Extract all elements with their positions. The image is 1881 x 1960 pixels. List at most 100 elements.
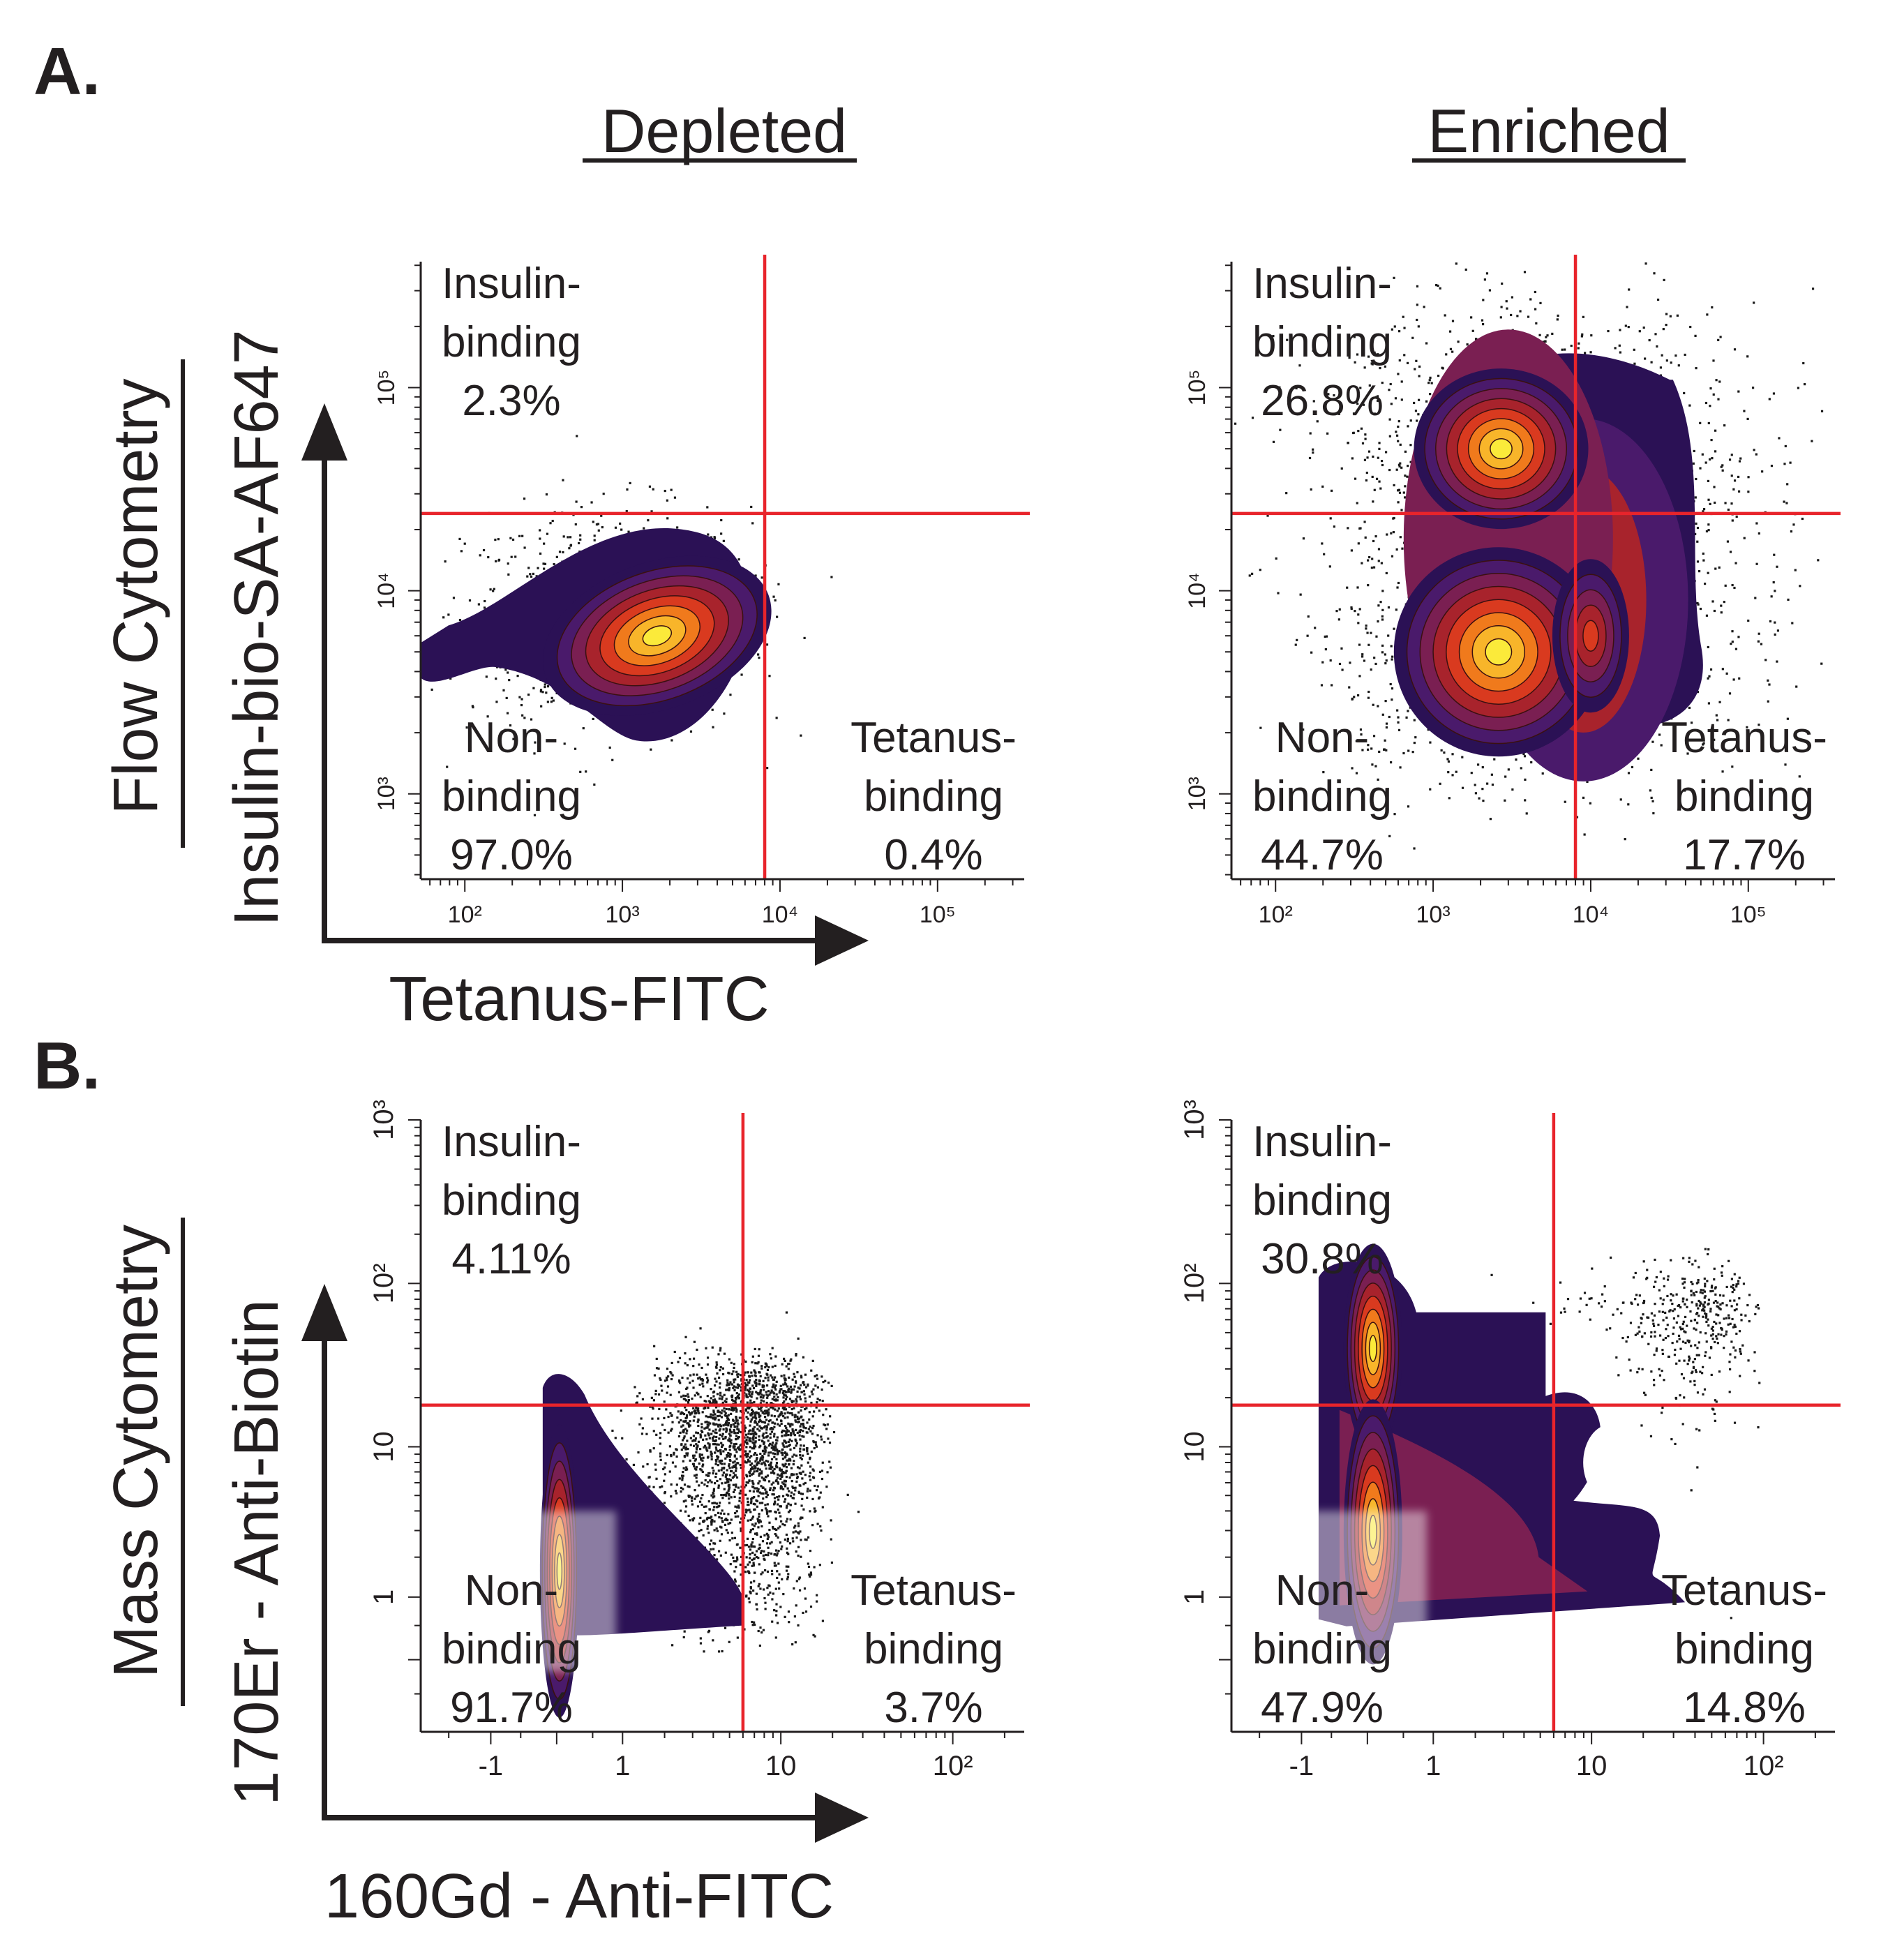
event-dot bbox=[673, 1453, 675, 1456]
event-dot bbox=[625, 510, 628, 513]
event-dot bbox=[1688, 706, 1691, 710]
event-dot bbox=[1702, 742, 1705, 745]
event-dot bbox=[804, 1373, 807, 1376]
event-dot bbox=[506, 712, 509, 715]
event-dot bbox=[1614, 347, 1617, 350]
event-dot bbox=[1474, 792, 1478, 795]
event-dot bbox=[737, 1397, 740, 1400]
event-dot bbox=[533, 752, 536, 755]
event-dot bbox=[714, 1462, 717, 1465]
event-dot bbox=[442, 616, 445, 619]
density-tetanus-level-4 bbox=[1582, 620, 1599, 652]
event-dot bbox=[682, 1437, 685, 1439]
event-dot bbox=[508, 679, 511, 682]
event-dot bbox=[1374, 535, 1377, 538]
event-dot bbox=[1326, 432, 1329, 435]
x-tick-label: 10⁵ bbox=[1730, 902, 1767, 928]
event-dot bbox=[735, 1486, 737, 1488]
event-dot bbox=[1367, 355, 1370, 358]
event-dot bbox=[1694, 532, 1697, 536]
event-dot bbox=[1397, 488, 1401, 491]
event-dot bbox=[1321, 485, 1324, 488]
event-dot bbox=[1393, 325, 1396, 328]
event-dot bbox=[763, 1412, 766, 1415]
event-dot bbox=[775, 1461, 779, 1465]
event-dot bbox=[1381, 608, 1384, 611]
event-dot bbox=[1411, 336, 1414, 339]
event-dot bbox=[736, 1558, 739, 1561]
event-dot bbox=[732, 1490, 735, 1494]
event-dot bbox=[727, 1454, 730, 1457]
event-dot bbox=[1451, 320, 1455, 322]
event-dot bbox=[1772, 581, 1775, 584]
event-dot bbox=[1457, 341, 1460, 343]
event-dot bbox=[1582, 796, 1585, 799]
event-dot bbox=[695, 1466, 698, 1469]
event-dot bbox=[749, 1586, 752, 1589]
event-dot bbox=[1381, 651, 1384, 654]
event-dot bbox=[1396, 586, 1399, 589]
event-dot bbox=[669, 1393, 672, 1396]
event-dot bbox=[751, 1361, 754, 1363]
event-dot bbox=[719, 1347, 722, 1349]
event-dot bbox=[714, 1413, 717, 1416]
event-dot bbox=[749, 1531, 752, 1534]
event-dot bbox=[1352, 412, 1356, 415]
event-dot bbox=[1525, 812, 1528, 815]
event-dot bbox=[1328, 565, 1331, 568]
event-dot bbox=[1507, 768, 1510, 771]
event-dot bbox=[698, 1383, 701, 1386]
event-dot bbox=[1688, 404, 1691, 407]
event-dot bbox=[1720, 604, 1723, 607]
event-dot bbox=[663, 1416, 666, 1420]
event-dot bbox=[1366, 456, 1369, 459]
event-dot bbox=[1323, 553, 1326, 555]
event-dot bbox=[1817, 559, 1820, 562]
event-dot bbox=[1272, 335, 1275, 338]
event-dot bbox=[764, 1608, 767, 1610]
event-dot bbox=[1377, 705, 1379, 708]
event-dot bbox=[661, 1423, 664, 1426]
event-dot bbox=[1324, 635, 1326, 638]
event-dot bbox=[1677, 364, 1680, 367]
event-dot bbox=[1363, 458, 1367, 461]
event-dot bbox=[787, 1433, 790, 1437]
event-dot bbox=[767, 1439, 770, 1442]
event-dot bbox=[777, 1423, 779, 1426]
event-dot bbox=[690, 1412, 693, 1415]
event-dot bbox=[1337, 618, 1340, 621]
event-dot bbox=[1338, 662, 1342, 666]
event-dot bbox=[795, 1398, 797, 1401]
event-dot bbox=[764, 1377, 767, 1379]
event-dot bbox=[749, 1587, 753, 1590]
event-dot bbox=[721, 1409, 724, 1412]
event-dot bbox=[802, 1390, 805, 1393]
event-dot bbox=[754, 1347, 756, 1351]
event-dot bbox=[1529, 298, 1532, 301]
event-dot bbox=[722, 1471, 726, 1474]
event-dot bbox=[706, 1381, 709, 1384]
event-dot bbox=[814, 1635, 816, 1638]
event-dot bbox=[739, 1463, 742, 1467]
event-dot bbox=[751, 1537, 754, 1541]
event-dot bbox=[714, 1458, 717, 1462]
event-dot bbox=[811, 1432, 814, 1435]
event-dot bbox=[730, 1423, 733, 1426]
event-dot bbox=[1733, 348, 1737, 351]
event-dot bbox=[1393, 484, 1395, 487]
event-dot bbox=[687, 1514, 690, 1517]
event-dot bbox=[701, 1470, 704, 1474]
event-dot bbox=[765, 1391, 767, 1393]
event-dot bbox=[1338, 608, 1341, 611]
event-dot bbox=[1709, 502, 1711, 505]
event-dot bbox=[683, 1456, 687, 1458]
event-dot bbox=[693, 1409, 696, 1413]
event-dot bbox=[793, 1615, 796, 1618]
event-dot bbox=[1527, 315, 1530, 318]
event-dot bbox=[754, 1416, 756, 1419]
event-dot bbox=[763, 1550, 765, 1553]
event-dot bbox=[793, 1526, 796, 1529]
event-dot bbox=[770, 1357, 772, 1360]
event-dot bbox=[758, 1546, 761, 1549]
event-dot bbox=[781, 1481, 784, 1484]
